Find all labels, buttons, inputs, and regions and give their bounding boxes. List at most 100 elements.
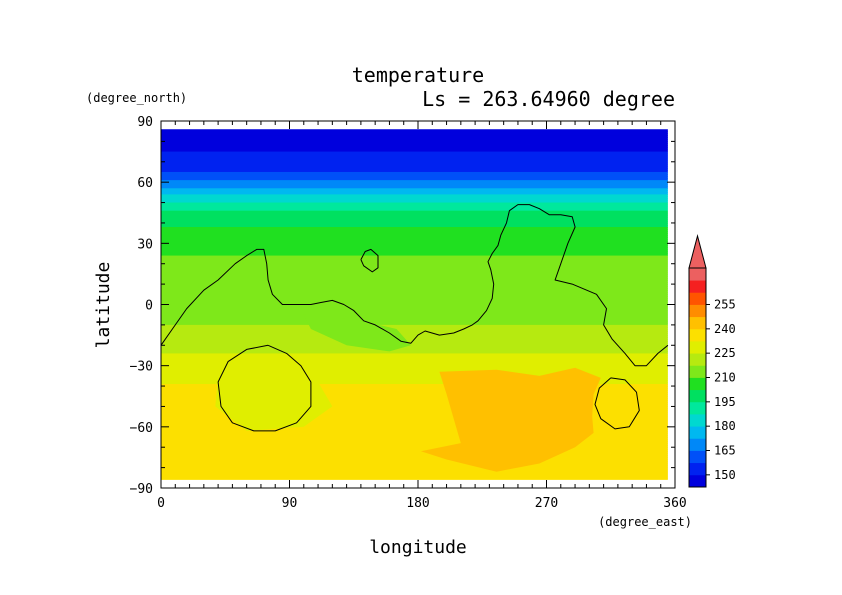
x-tick-label: 270	[535, 496, 558, 511]
field-band	[161, 316, 668, 320]
field-band	[161, 174, 668, 177]
field-band	[161, 347, 668, 350]
field-band	[161, 237, 668, 240]
field-band	[161, 300, 668, 304]
field-band	[161, 184, 668, 187]
field-band	[161, 271, 668, 275]
colorbar-cell	[689, 268, 706, 281]
chart-subtitle: Ls = 263.64960 degree	[422, 87, 675, 111]
field-band	[161, 176, 668, 179]
field-band	[161, 379, 668, 383]
field-band	[161, 406, 668, 410]
field-band	[161, 280, 668, 283]
field-band	[161, 412, 668, 416]
y-axis-unit: (degree_north)	[86, 91, 187, 105]
field-band	[161, 396, 668, 399]
field-band	[161, 137, 668, 140]
field-band	[161, 420, 668, 424]
field-band	[161, 377, 668, 381]
field-band	[161, 194, 668, 198]
field-band	[161, 408, 668, 412]
field-band	[161, 188, 668, 191]
field-band	[161, 453, 668, 456]
field-band	[161, 224, 668, 228]
plot-area: 0 90 180 270 360 90 60 30 0 −30 −60 −90	[130, 115, 687, 511]
field-band	[161, 141, 668, 145]
field-band	[161, 231, 668, 234]
field-band	[161, 284, 668, 287]
field-band	[161, 361, 668, 365]
field-band	[161, 471, 668, 475]
colorbar-cell	[689, 353, 706, 366]
field-band	[161, 206, 668, 210]
field-band	[161, 434, 668, 438]
field-patch	[303, 314, 411, 352]
field-band	[161, 443, 668, 446]
field-band	[161, 400, 668, 403]
field-band	[161, 241, 668, 244]
field-band	[161, 381, 668, 385]
field-band	[161, 288, 668, 291]
colorbar-cell	[689, 426, 706, 439]
warm-region	[420, 367, 601, 472]
colorbar-cell	[689, 280, 706, 293]
field-band	[161, 455, 668, 459]
field-band	[161, 171, 668, 175]
field-band	[161, 129, 668, 132]
field-band	[161, 149, 668, 153]
field-band	[161, 333, 668, 336]
colorbar-cell	[689, 450, 706, 464]
colorbar-label: 165	[714, 444, 736, 458]
field-band	[161, 359, 668, 363]
colorbar-label: 225	[714, 346, 736, 360]
field-band	[161, 398, 668, 401]
colorbar-cell	[689, 401, 706, 415]
field-band	[161, 273, 668, 277]
colorbar-label: 240	[714, 322, 736, 336]
field-band	[161, 145, 668, 149]
y-tick-label: −30	[130, 360, 153, 375]
field-band	[161, 351, 668, 355]
field-band	[161, 263, 668, 267]
field-band	[161, 192, 668, 195]
field-band	[161, 182, 668, 185]
field-band	[161, 404, 668, 408]
contour-line	[360, 248, 379, 273]
field-band	[161, 308, 668, 312]
topography-contours	[161, 204, 669, 432]
field-band	[161, 384, 668, 387]
field-band	[161, 402, 668, 406]
field-band	[161, 243, 668, 246]
field-band	[161, 208, 668, 212]
field-band	[161, 386, 668, 389]
field-band	[161, 369, 668, 373]
field-band	[161, 153, 668, 157]
field-band	[161, 147, 668, 151]
field-band	[161, 475, 668, 479]
field-band	[161, 247, 668, 251]
field-band	[161, 424, 668, 428]
field-band	[161, 165, 668, 169]
y-tick-label: 90	[137, 115, 153, 130]
field-band	[161, 277, 668, 281]
field-band	[161, 328, 668, 332]
field-band	[161, 229, 668, 232]
field-band	[161, 245, 668, 249]
field-band	[161, 253, 668, 257]
field-band	[161, 322, 668, 326]
field-band	[161, 163, 668, 167]
field-band	[161, 186, 668, 189]
field-band	[161, 463, 668, 467]
field-band	[161, 339, 668, 342]
chart-title: temperature	[352, 63, 484, 87]
field-band	[161, 282, 668, 285]
colorbar-extend-arrow	[688, 234, 707, 269]
colorbar-cell	[689, 438, 706, 451]
colorbar-cell	[689, 474, 706, 488]
field-band	[161, 269, 668, 273]
colorbar-cell	[689, 377, 706, 391]
field-band	[161, 251, 668, 255]
field-band	[161, 355, 668, 359]
field-band	[161, 365, 668, 369]
